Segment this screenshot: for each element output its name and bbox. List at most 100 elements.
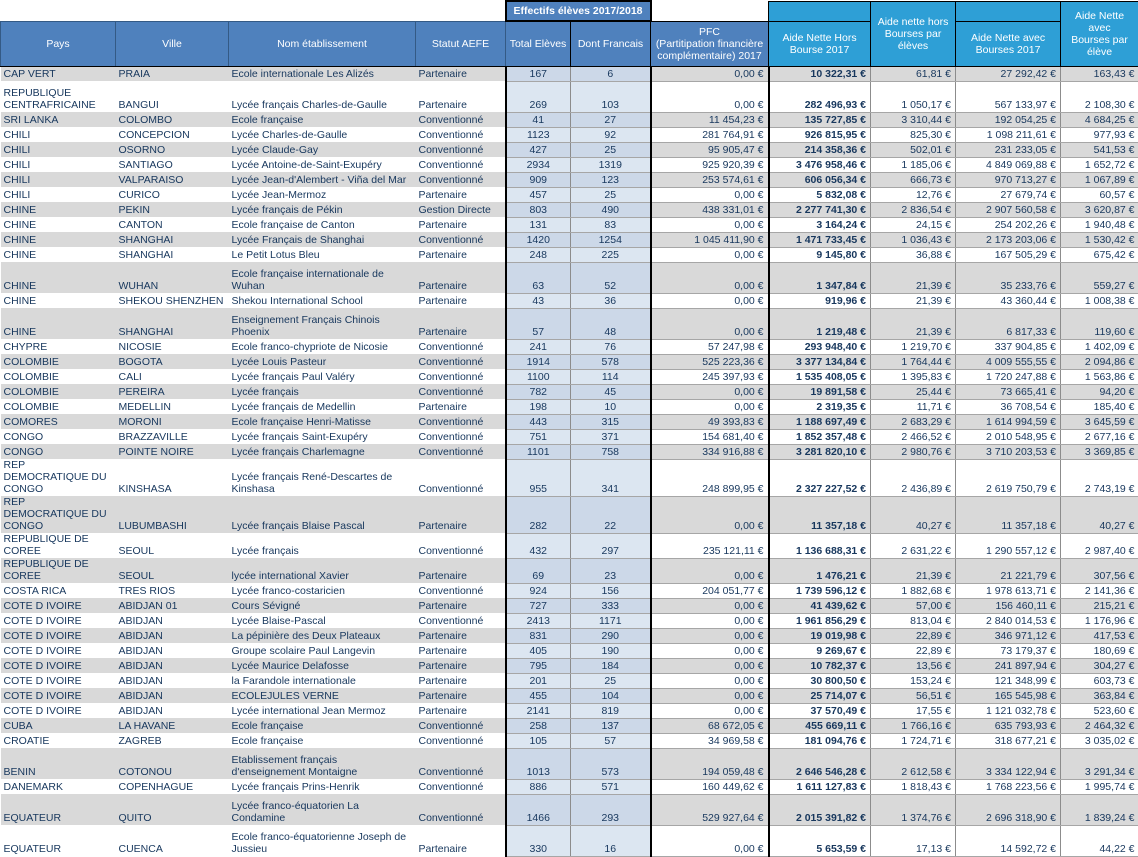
cell-aide-nette-avec-bourses[interactable]: 3 334 122,94 € [956, 748, 1061, 779]
cell-ville[interactable]: KINSHASA [116, 459, 229, 496]
cell-ville[interactable]: SHANGHAI [116, 232, 229, 247]
cell-aide-nette-avec-bourses[interactable]: 167 505,29 € [956, 247, 1061, 262]
cell-ville[interactable]: SEOUL [116, 533, 229, 558]
cell-dont-francais[interactable]: 293 [571, 794, 651, 825]
cell-nom-etablissement[interactable]: Lycée franco-équatorien La Condamine [229, 794, 416, 825]
cell-aide-nette-hors-bourse[interactable]: 926 815,95 € [769, 127, 871, 142]
cell-aide-avec-par-eleve[interactable]: 523,60 € [1061, 703, 1138, 718]
cell-total-eleves[interactable]: 795 [506, 658, 571, 673]
cell-dont-francais[interactable]: 156 [571, 583, 651, 598]
cell-nom-etablissement[interactable]: Le Petit Lotus Bleu [229, 247, 416, 262]
cell-dont-francais[interactable]: 23 [571, 558, 651, 583]
cell-aide-nette-hors-bourse[interactable]: 214 358,36 € [769, 142, 871, 157]
cell-aide-hors-par-eleve[interactable]: 21,39 € [871, 558, 956, 583]
cell-statut-aefe[interactable]: Conventionné [416, 172, 506, 187]
cell-aide-nette-hors-bourse[interactable]: 1 961 856,29 € [769, 613, 871, 628]
cell-ville[interactable]: VALPARAISO [116, 172, 229, 187]
cell-dont-francais[interactable]: 45 [571, 384, 651, 399]
cell-pays[interactable]: BENIN [1, 748, 116, 779]
cell-aide-nette-avec-bourses[interactable]: 165 545,98 € [956, 688, 1061, 703]
cell-aide-hors-par-eleve[interactable]: 813,04 € [871, 613, 956, 628]
col-header-aide-avec-bourses[interactable]: Aide Nette avec Bourses 2017 [956, 21, 1061, 66]
cell-statut-aefe[interactable]: Partenaire [416, 825, 506, 856]
cell-aide-avec-par-eleve[interactable]: 603,73 € [1061, 673, 1138, 688]
cell-aide-nette-hors-bourse[interactable]: 10 782,37 € [769, 658, 871, 673]
cell-aide-nette-hors-bourse[interactable]: 282 496,93 € [769, 81, 871, 112]
cell-aide-avec-par-eleve[interactable]: 44,22 € [1061, 825, 1138, 856]
cell-statut-aefe[interactable]: Conventionné [416, 748, 506, 779]
cell-aide-nette-hors-bourse[interactable]: 293 948,40 € [769, 339, 871, 354]
cell-aide-avec-par-eleve[interactable]: 541,53 € [1061, 142, 1138, 157]
cell-aide-nette-avec-bourses[interactable]: 6 817,33 € [956, 308, 1061, 339]
cell-ville[interactable]: CONCEPCION [116, 127, 229, 142]
cell-total-eleves[interactable]: 258 [506, 718, 571, 733]
cell-aide-hors-par-eleve[interactable]: 153,24 € [871, 673, 956, 688]
cell-total-eleves[interactable]: 432 [506, 533, 571, 558]
cell-statut-aefe[interactable]: Partenaire [416, 308, 506, 339]
cell-ville[interactable]: SHEKOU SHENZHEN [116, 293, 229, 308]
cell-statut-aefe[interactable]: Conventionné [416, 429, 506, 444]
cell-pays[interactable]: COSTA RICA [1, 583, 116, 598]
cell-aide-nette-avec-bourses[interactable]: 121 348,99 € [956, 673, 1061, 688]
cell-total-eleves[interactable]: 241 [506, 339, 571, 354]
cell-nom-etablissement[interactable]: Lycée Français de Shanghai [229, 232, 416, 247]
cell-ville[interactable]: WUHAN [116, 262, 229, 293]
cell-aide-nette-hors-bourse[interactable]: 135 727,85 € [769, 112, 871, 127]
cell-dont-francais[interactable]: 48 [571, 308, 651, 339]
cell-pfc[interactable]: 154 681,40 € [651, 429, 769, 444]
cell-aide-hors-par-eleve[interactable]: 2 612,58 € [871, 748, 956, 779]
cell-dont-francais[interactable]: 114 [571, 369, 651, 384]
cell-pays[interactable]: CAP VERT [1, 66, 116, 81]
cell-pays[interactable]: COTE D IVOIRE [1, 628, 116, 643]
cell-aide-nette-hors-bourse[interactable]: 30 800,50 € [769, 673, 871, 688]
cell-aide-avec-par-eleve[interactable]: 2 094,86 € [1061, 354, 1138, 369]
cell-aide-avec-par-eleve[interactable]: 2 108,30 € [1061, 81, 1138, 112]
cell-ville[interactable]: BANGUI [116, 81, 229, 112]
cell-statut-aefe[interactable]: Partenaire [416, 66, 506, 81]
cell-total-eleves[interactable]: 57 [506, 308, 571, 339]
cell-dont-francais[interactable]: 341 [571, 459, 651, 496]
cell-total-eleves[interactable]: 1123 [506, 127, 571, 142]
cell-pfc[interactable]: 0,00 € [651, 628, 769, 643]
cell-dont-francais[interactable]: 52 [571, 262, 651, 293]
cell-aide-nette-avec-bourses[interactable]: 635 793,93 € [956, 718, 1061, 733]
cell-total-eleves[interactable]: 2934 [506, 157, 571, 172]
cell-nom-etablissement[interactable]: Lycée international Jean Mermoz [229, 703, 416, 718]
cell-total-eleves[interactable]: 886 [506, 779, 571, 794]
cell-dont-francais[interactable]: 137 [571, 718, 651, 733]
cell-ville[interactable]: CUENCA [116, 825, 229, 856]
cell-aide-nette-hors-bourse[interactable]: 1 471 733,45 € [769, 232, 871, 247]
cell-statut-aefe[interactable]: Conventionné [416, 232, 506, 247]
cell-aide-avec-par-eleve[interactable]: 2 743,19 € [1061, 459, 1138, 496]
cell-aide-nette-avec-bourses[interactable]: 2 907 560,58 € [956, 202, 1061, 217]
cell-pays[interactable]: CHINE [1, 247, 116, 262]
cell-statut-aefe[interactable]: Partenaire [416, 81, 506, 112]
cell-pays[interactable]: COMORES [1, 414, 116, 429]
cell-ville[interactable]: SHANGHAI [116, 247, 229, 262]
cell-total-eleves[interactable]: 105 [506, 733, 571, 748]
cell-pfc[interactable]: 0,00 € [651, 399, 769, 414]
cell-aide-hors-par-eleve[interactable]: 502,01 € [871, 142, 956, 157]
cell-ville[interactable]: ZAGREB [116, 733, 229, 748]
cell-aide-avec-par-eleve[interactable]: 60,57 € [1061, 187, 1138, 202]
cell-aide-nette-hors-bourse[interactable]: 1 188 697,49 € [769, 414, 871, 429]
cell-nom-etablissement[interactable]: Cours Sévigné [229, 598, 416, 613]
cell-pfc[interactable]: 0,00 € [651, 66, 769, 81]
cell-total-eleves[interactable]: 63 [506, 262, 571, 293]
cell-pays[interactable]: COTE D IVOIRE [1, 598, 116, 613]
cell-pays[interactable]: CHINE [1, 308, 116, 339]
cell-aide-hors-par-eleve[interactable]: 2 836,54 € [871, 202, 956, 217]
cell-aide-nette-hors-bourse[interactable]: 5 832,08 € [769, 187, 871, 202]
cell-pays[interactable]: COLOMBIE [1, 354, 116, 369]
cell-aide-nette-avec-bourses[interactable]: 1 290 557,12 € [956, 533, 1061, 558]
cell-statut-aefe[interactable]: Conventionné [416, 112, 506, 127]
cell-pfc[interactable]: 0,00 € [651, 262, 769, 293]
cell-statut-aefe[interactable]: Conventionné [416, 444, 506, 459]
cell-ville[interactable]: COTONOU [116, 748, 229, 779]
cell-dont-francais[interactable]: 104 [571, 688, 651, 703]
cell-pfc[interactable]: 0,00 € [651, 187, 769, 202]
cell-pfc[interactable]: 68 672,05 € [651, 718, 769, 733]
cell-aide-avec-par-eleve[interactable]: 1 530,42 € [1061, 232, 1138, 247]
cell-dont-francais[interactable]: 190 [571, 643, 651, 658]
cell-ville[interactable]: ABIDJAN [116, 628, 229, 643]
